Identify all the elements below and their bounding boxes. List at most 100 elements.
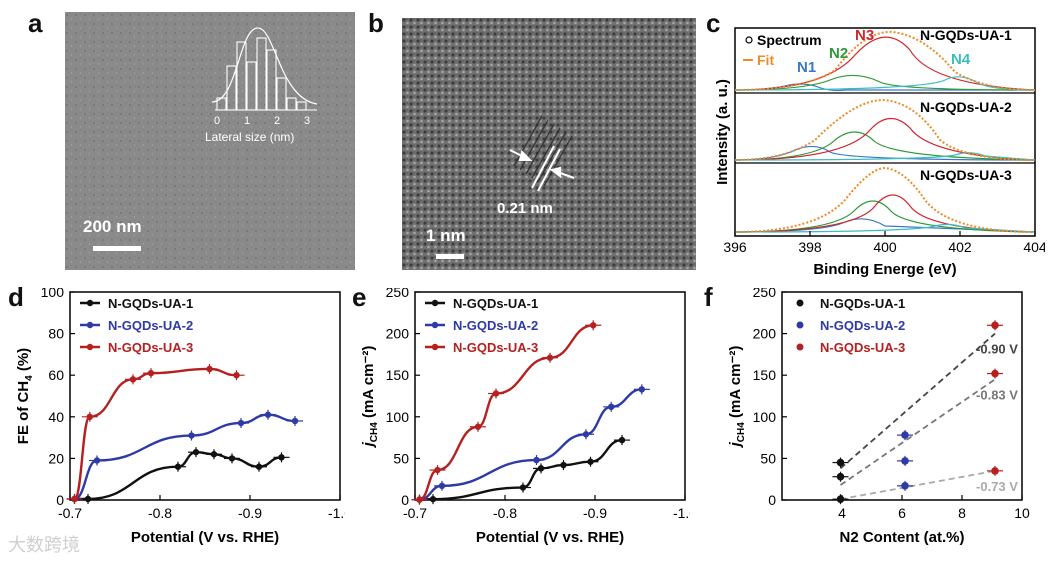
data-point: [255, 463, 263, 470]
x-tick-label: 4: [838, 505, 846, 521]
data-point: [991, 321, 999, 330]
legend-label-2: N-GQDs-UA-3: [108, 340, 193, 355]
data-point: [86, 413, 94, 420]
data-point: [129, 376, 137, 383]
data-point: [429, 495, 437, 503]
data-point: [638, 386, 645, 393]
x-tick-label: 10: [1014, 505, 1030, 521]
legend-marker-1: [796, 321, 804, 329]
tem-image: 0.21 nm 1 nm: [402, 18, 696, 270]
xps-peak-n1: N1: [797, 59, 816, 76]
tem-scale-label: 1 nm: [426, 226, 466, 245]
x-tick-label: -1.0: [328, 505, 345, 521]
data-point: [836, 458, 845, 467]
series-line-1: [74, 413, 296, 501]
panel-e-letter: e: [352, 282, 367, 312]
legend-marker-1: [86, 321, 94, 329]
series-line-0: [419, 438, 623, 501]
y-tick-label: 60: [48, 367, 64, 383]
legend-label-2: N-GQDs-UA-3: [453, 340, 538, 355]
y-tick-label: 0: [401, 492, 409, 508]
hist-bar-6: [276, 77, 287, 111]
data-point: [147, 369, 155, 377]
y-tick-label: 200: [753, 326, 777, 342]
legend-marker-1: [431, 321, 439, 329]
data-point: [492, 390, 500, 397]
data-point: [533, 456, 540, 464]
data-point: [560, 461, 567, 469]
panel-a-letter: a: [28, 8, 43, 38]
y-axis-label: jCH4 (mA cm⁻²): [727, 346, 747, 449]
inset-tick-1: 1: [244, 115, 250, 127]
x-tick-label: 8: [958, 505, 966, 521]
xps-xlabel: Binding Energe (eV): [813, 261, 956, 278]
inset-tick-3: 3: [304, 115, 310, 127]
inset-tick-0: 0: [214, 115, 220, 127]
xps-ylabel: Intensity (a. u.): [714, 79, 731, 185]
y-tick-label: 80: [48, 326, 64, 342]
y-tick-label: 40: [48, 409, 64, 425]
xps-xtick-402: 402: [948, 239, 972, 255]
fit-label-0: -0.90 V: [976, 342, 1018, 357]
data-point: [278, 454, 285, 461]
watermark: 大数跨境: [8, 535, 80, 556]
fit-line-1: [839, 378, 996, 486]
sem-scale-bar: [93, 246, 141, 251]
plot-frame: [414, 291, 686, 501]
legend-marker-0: [86, 299, 94, 307]
y-axis-label: FE of CH4 (%): [15, 348, 35, 444]
xps-legend-fit: Fit: [757, 52, 774, 68]
data-point: [519, 484, 527, 491]
data-point: [537, 465, 545, 472]
series-line-2: [73, 367, 237, 501]
fe-ch4-chart: -0.7 -0.8 -0.9 -1.0 0 20 40 60 80 100 Potential (V…: [15, 288, 345, 546]
y-tick-label: 20: [48, 450, 64, 466]
x-axis-label: Potential (V vs. RHE): [131, 529, 279, 546]
data-point: [546, 354, 554, 361]
xps-ua2-curves: [734, 98, 1036, 161]
xps-ua1-curves: [734, 30, 1036, 92]
data-point: [438, 482, 446, 490]
xps-sample-ua2: N-GQDs-UA-2: [920, 99, 1012, 115]
legend-label-1: N-GQDs-UA-2: [453, 318, 538, 333]
data-point: [608, 403, 615, 411]
data-point: [991, 467, 999, 475]
x-tick-label: -0.7: [58, 505, 82, 521]
hist-bar-4: [256, 37, 267, 111]
y-axis-label: jCH4 (mA cm⁻²): [360, 346, 380, 449]
data-point: [192, 448, 200, 456]
fit-line-2: [840, 469, 996, 501]
xps-ua3-curves: [734, 166, 1036, 233]
fit-label-1: -0.83 V: [976, 387, 1018, 402]
legend-marker-0: [796, 299, 804, 307]
data-point: [174, 463, 182, 470]
x-tick-label: -0.9: [583, 505, 607, 521]
legend-label-0: N-GQDs-UA-1: [453, 296, 538, 311]
plot-frame: [69, 291, 341, 501]
data-point: [84, 495, 92, 503]
xps-sample-ua3: N-GQDs-UA-3: [920, 167, 1012, 183]
data-point: [206, 365, 213, 373]
data-point: [188, 432, 195, 439]
xps-legend-spectrum: Spectrum: [757, 32, 822, 48]
xps-xtick-398: 398: [798, 239, 822, 255]
size-histogram-inset: 0 1 2 3: [211, 27, 318, 127]
x-axis-label: Potential (V vs. RHE): [476, 529, 624, 546]
data-point: [582, 431, 590, 438]
y-tick-label: 100: [753, 409, 777, 425]
legend-label-1: N-GQDs-UA-2: [820, 318, 905, 333]
hist-bar-3: [246, 61, 257, 111]
legend-label-2: N-GQDs-UA-3: [820, 340, 905, 355]
hist-bar-7: [286, 97, 297, 111]
hist-bar-5: [266, 49, 277, 111]
data-point: [901, 482, 909, 490]
inset-tick-2: 2: [274, 115, 280, 127]
data-point: [836, 495, 845, 503]
legend-marker-0: [431, 299, 439, 307]
y-tick-label: 150: [386, 367, 410, 383]
xps-xtick-396: 396: [723, 239, 747, 255]
panel-f-letter: f: [704, 282, 713, 312]
y-tick-label: 0: [768, 492, 776, 508]
data-point: [901, 457, 909, 465]
